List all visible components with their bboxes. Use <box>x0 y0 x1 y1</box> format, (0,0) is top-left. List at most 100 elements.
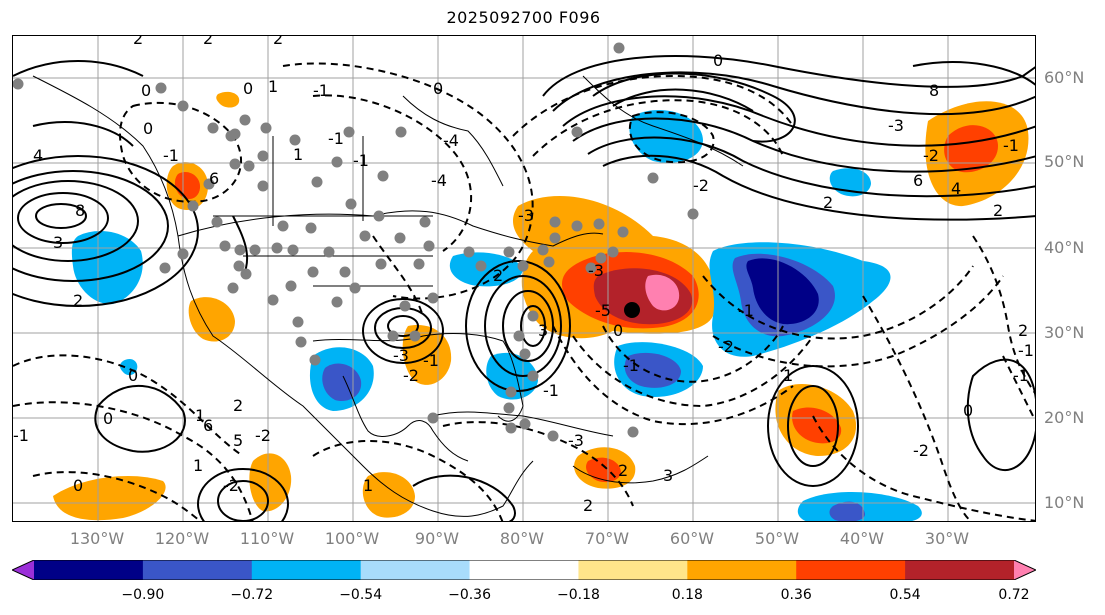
contour-label: -1 <box>353 151 369 170</box>
contour-label: 8 <box>75 201 85 220</box>
colorbar-segment <box>251 560 362 580</box>
contour-labels: 2 2 20 000-1 1-1-11 -1 02683468422-2-3-1-2-1-4… <box>13 36 1034 515</box>
graticule <box>13 36 1035 521</box>
contour-label: 2 <box>583 496 593 515</box>
contour-label: 4 <box>33 146 43 165</box>
lon-label-80w: 80°W <box>499 529 545 548</box>
contour-label: 3 <box>663 466 673 485</box>
contour-label: 1 <box>268 77 278 96</box>
contour-label: 2 <box>493 266 503 285</box>
colorbar-segment <box>796 560 906 580</box>
lat-label-30n: 30°N <box>1044 323 1085 342</box>
colorbar-tick-label: 0.54 <box>889 587 921 603</box>
contour-label: 6 <box>913 171 923 190</box>
contour-label: 2 <box>618 461 628 480</box>
colorbar-segment <box>360 560 471 580</box>
contour-label: 0 <box>963 401 973 420</box>
contour-label: -2 <box>693 176 709 195</box>
contour-label: -3 <box>393 346 409 365</box>
contour-label: -1 <box>543 381 559 400</box>
contour-label: 2 <box>993 201 1003 220</box>
contour-label: -1 <box>313 81 329 100</box>
lat-label-10n: 10°N <box>1044 493 1085 512</box>
colorbar-tick-label: 0.36 <box>780 587 812 603</box>
lon-label-70w: 70°W <box>584 529 630 548</box>
cold-core-central-atlantic <box>746 258 819 325</box>
cold-region-great-lakes <box>449 252 523 287</box>
lon-label-40w: 40°W <box>839 529 885 548</box>
colorbar-tick-label: −0.72 <box>230 587 274 603</box>
lon-label-60w: 60°W <box>669 529 715 548</box>
warm-peak-w-atlantic <box>645 274 680 311</box>
contour-label: 8 <box>929 81 939 100</box>
contour-label: -2 <box>923 146 939 165</box>
contour-label: 1 <box>293 145 303 164</box>
contour-label: 0 <box>73 476 83 495</box>
contour-label: -2 <box>718 337 734 356</box>
colorbar-tick-label: −0.18 <box>556 587 600 603</box>
lat-label-40n: 40°N <box>1044 238 1085 257</box>
colorbar-tick-label: −0.54 <box>339 587 383 603</box>
warm-core-se-atlantic <box>792 407 842 444</box>
contour-label: -3 <box>518 206 534 225</box>
contour-label: -1 <box>328 129 344 148</box>
colorbar-segment <box>142 560 253 580</box>
contour-label: 0 <box>243 79 253 98</box>
map-title: 2025092700 F096 <box>446 8 601 27</box>
contour-label: 1 <box>195 406 205 425</box>
colorbar-segments <box>12 560 1036 580</box>
lat-label-60n: 60°N <box>1044 68 1085 87</box>
cold-core-gulf <box>322 363 362 402</box>
contour-label: -1 <box>13 426 29 445</box>
warm-core-ne-atlantic <box>944 125 998 173</box>
contour-label: 2 <box>273 36 283 48</box>
contour-label: 0 <box>613 321 623 340</box>
lon-label-90w: 90°W <box>414 529 460 548</box>
contour-label: 0 <box>103 409 113 428</box>
contour-label: 2 <box>823 193 833 212</box>
contour-label: -4 <box>431 171 447 190</box>
contour-label: 0 <box>141 81 151 100</box>
contour-label: -4 <box>443 131 459 150</box>
colorbar-tick-label: −0.36 <box>448 587 491 603</box>
colorbar-segment <box>1014 560 1036 580</box>
colorbar <box>12 560 1036 580</box>
contour-label: 6 <box>203 416 213 435</box>
contour-label: -1 <box>1018 341 1034 360</box>
contour-label: 2 <box>133 36 143 48</box>
negative-contours <box>13 62 1035 521</box>
cold-core-se-south <box>829 501 865 521</box>
contour-label: 0 <box>143 119 153 138</box>
warm-core-caribbean <box>586 457 621 483</box>
colorbar-tick-label: 0.72 <box>998 587 1030 603</box>
cold-region-labrador <box>629 110 703 163</box>
contour-label: 1 <box>783 366 793 385</box>
storm-center-marker <box>624 302 640 318</box>
colorbar-segment <box>578 560 688 580</box>
cold-region-pacific <box>71 231 143 305</box>
warm-region-east-pacific <box>53 476 166 521</box>
contour-label: 1 <box>363 476 373 495</box>
contour-label: -3 <box>888 116 904 135</box>
lon-label-50w: 50°W <box>754 529 800 548</box>
map-panel: 2 2 2 0 0 0 0 -1 1 -1 -1 1 -1 0 2 6 8 3 4 6 8 4 2 2 -2 -3 -1 -2 -1 -4… <box>12 35 1036 522</box>
contour-label: -3 <box>588 261 604 280</box>
colorbar-segment <box>34 560 144 580</box>
lon-label-30w: 30°W <box>924 529 970 548</box>
lon-label-120w: 120°W <box>154 529 210 548</box>
lat-label-20n: 20°N <box>1044 408 1085 427</box>
contour-label: -3 <box>568 431 584 450</box>
contour-label: 3 <box>53 233 63 252</box>
warm-region-small-atlantic <box>216 91 240 108</box>
contour-label: 5 <box>233 431 243 450</box>
colorbar-segment <box>469 560 579 580</box>
colorbar-segment <box>12 560 34 580</box>
contour-label: 1 <box>193 456 203 475</box>
colorbar-tick-label: 0.18 <box>671 587 703 603</box>
warm-region-mex-pacific <box>249 453 292 512</box>
contour-label: -1 <box>423 351 439 370</box>
contour-label: 0 <box>713 51 723 70</box>
contour-label: 2 <box>233 396 243 415</box>
contour-label: 6 <box>209 169 219 188</box>
contour-label: -1 <box>738 301 754 320</box>
